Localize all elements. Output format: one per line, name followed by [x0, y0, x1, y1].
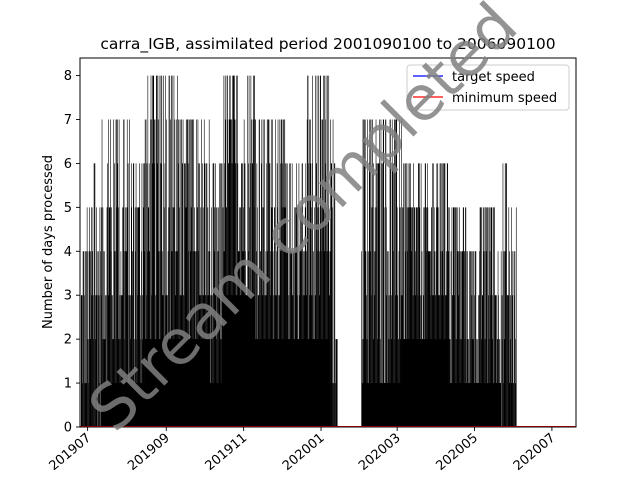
bars-layer: [80, 75, 517, 427]
bar-segment-16: [466, 251, 480, 427]
y-tick-label: 7: [64, 113, 72, 128]
bar-segment-7: [221, 75, 256, 427]
y-tick-label: 5: [64, 201, 72, 216]
bar-segment-6: [209, 163, 223, 427]
bar-segment-19: [510, 207, 517, 427]
x-tick-label: 202007: [511, 431, 559, 474]
x-tick-label: 202003: [356, 431, 404, 474]
bar-segment-1: [92, 163, 102, 427]
legend-label-minimum-speed: minimum speed: [452, 91, 557, 106]
bar-segment-4: [144, 75, 178, 427]
bar-segment-0: [80, 207, 93, 427]
y-axis: 0 1 2 3 4 5 6 7 8: [64, 69, 80, 436]
bar-segment-18: [500, 163, 512, 427]
bar-segment-11: [329, 119, 336, 427]
y-tick-label: 4: [64, 245, 72, 260]
y-axis-label: Number of days processed: [41, 155, 56, 329]
bar-segment-13: [361, 119, 403, 427]
x-tick-label: 201911: [203, 431, 251, 474]
axes-frame: [79, 57, 577, 428]
bar-segment-8: [254, 119, 287, 427]
legend-label-target-speed: target speed: [452, 70, 535, 85]
x-tick-label: 201907: [47, 431, 95, 474]
y-tick-label: 1: [64, 377, 72, 392]
y-tick-label: 3: [64, 289, 72, 304]
x-tick-label: 202005: [433, 431, 481, 474]
y-tick-label: 2: [64, 333, 72, 348]
bar-segment-2: [101, 119, 133, 427]
bar-segment-14: [401, 163, 448, 427]
y-tick-label: 8: [64, 69, 72, 84]
legend: target speed minimum speed: [406, 64, 570, 111]
x-tick-label: 202001: [280, 431, 328, 474]
bar-segment-10: [305, 75, 330, 427]
bar-segment-15: [447, 207, 468, 427]
bar-segment-3: [131, 163, 145, 427]
bar-segment-12: [335, 339, 338, 427]
chart-title: carra_IGB, assimilated period 2001090100…: [100, 35, 555, 54]
bar-segment-17: [479, 207, 502, 427]
legend-box: [406, 64, 570, 111]
y-tick-label: 6: [64, 157, 72, 172]
y-tick-label: 0: [64, 421, 72, 436]
